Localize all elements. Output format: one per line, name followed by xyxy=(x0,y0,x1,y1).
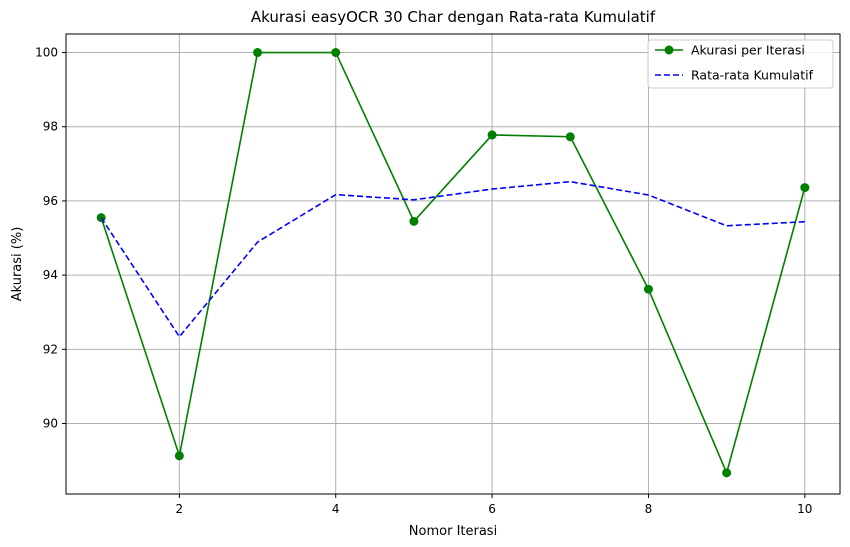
ticks: 2 4 6 8 10 90 92 94 96 98 100 xyxy=(35,46,812,516)
legend-label-akurasi: Akurasi per Iterasi xyxy=(691,43,805,58)
x-tick-label: 6 xyxy=(488,502,496,516)
x-tick-label: 4 xyxy=(332,502,340,516)
x-axis-title: Nomor Iterasi xyxy=(409,524,497,539)
data-point-akurasi xyxy=(643,284,653,294)
y-tick-label: 98 xyxy=(43,120,58,134)
y-tick-label: 94 xyxy=(43,268,58,282)
data-point-akurasi xyxy=(174,451,184,461)
legend-label-rata-rata: Rata-rata Kumulatif xyxy=(691,68,814,83)
legend-marker-akurasi xyxy=(664,45,674,55)
legend-box xyxy=(647,39,834,89)
x-tick-label: 10 xyxy=(797,502,812,516)
data-point-akurasi xyxy=(800,183,810,193)
y-tick-label: 96 xyxy=(43,194,58,208)
y-tick-label: 92 xyxy=(43,342,58,356)
x-tick-label: 2 xyxy=(176,502,184,516)
series-line-rata-rata xyxy=(100,180,805,338)
y-axis-title: Akurasi (%) xyxy=(10,227,25,302)
y-tick-label: 90 xyxy=(43,417,58,431)
series-layer xyxy=(96,48,810,478)
grid xyxy=(66,34,840,494)
data-point-akurasi xyxy=(487,130,497,140)
legend: Akurasi per Iterasi Rata-rata Kumulatif xyxy=(647,39,834,89)
chart-title: Akurasi easyOCR 30 Char dengan Rata-rata… xyxy=(251,8,656,26)
data-point-akurasi xyxy=(409,216,419,226)
series-line-akurasi xyxy=(100,51,806,474)
data-point-akurasi xyxy=(253,48,263,58)
data-point-akurasi xyxy=(722,468,732,478)
data-point-akurasi xyxy=(565,132,575,142)
x-tick-label: 8 xyxy=(645,502,653,516)
data-point-akurasi xyxy=(331,48,341,58)
plot-frame xyxy=(65,33,841,495)
y-tick-label: 100 xyxy=(35,46,58,60)
